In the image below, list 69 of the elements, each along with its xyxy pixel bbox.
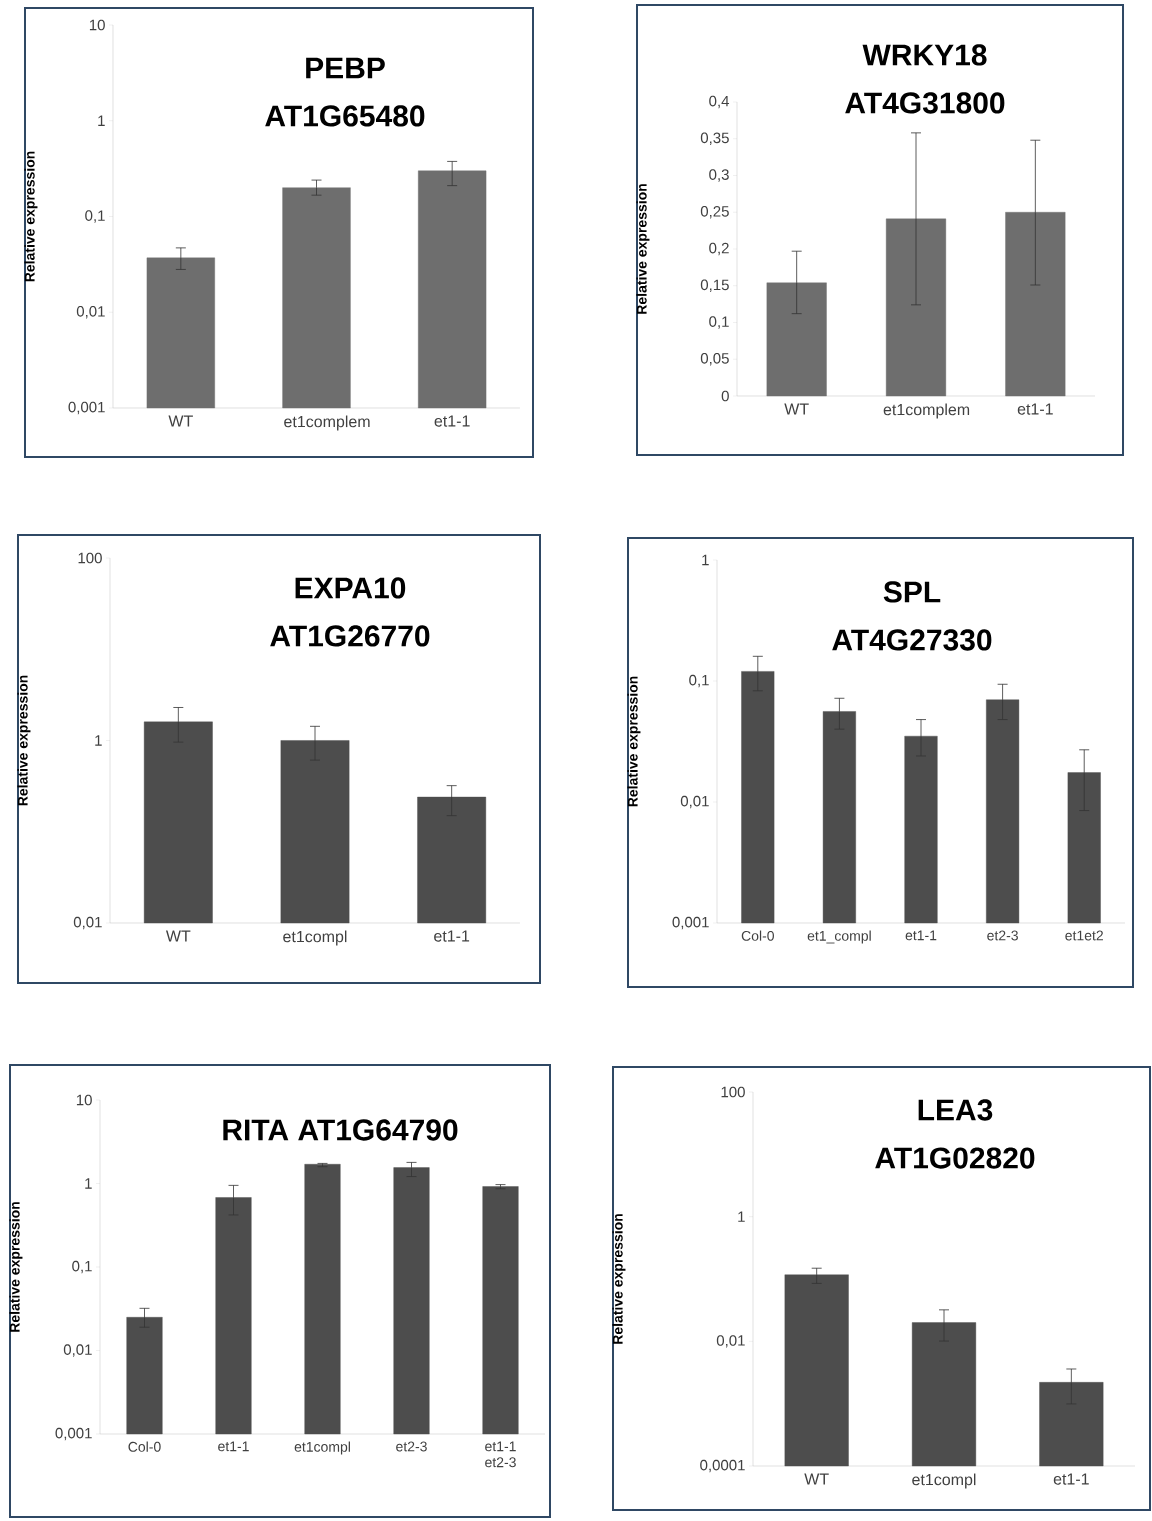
y-tick-label: 10 [89,19,105,31]
y-tick-label: 0,4 [709,95,730,109]
y-axis-title: Relative expression [612,1214,626,1344]
chart-subtitle: AT4G31800 [845,92,1005,114]
x-tick-label: et1-1 [434,415,470,427]
x-tick-label: et1_compl [807,930,871,944]
x-tick-label: et2-3 [396,1441,427,1452]
x-tick-label: WT [168,415,193,427]
y-tick-label: 100 [78,552,102,564]
y-tick-label: 1 [702,554,709,566]
x-tick-label: et1-1 [1053,1473,1089,1485]
text: SPL [883,581,941,603]
text: PEBP [306,57,385,79]
y-axis-title: Relative expression [627,676,641,807]
y-tick-label: 0 [721,390,729,402]
y-tick-label: 1 [95,735,102,746]
y-tick-label: 0,1 [709,316,729,329]
text: AT4G27330 [832,629,992,651]
y-tick-label: 0,15 [700,279,729,292]
y-tick-label: 0,001 [672,916,709,930]
y-tick-label: 0,2 [709,242,729,256]
y-tick-label: 0,3 [709,169,729,182]
y-axis-title: Relative expression [9,1202,23,1332]
x-tick-label: et2-3 [987,930,1018,941]
x-tick-label: et1complem [284,415,370,431]
x-tick-label: et1compl [294,1441,350,1455]
y-tick-label: 100 [721,1086,745,1098]
y-tick-label: 0,01 [680,795,709,809]
y-tick-label: 0,25 [700,206,729,219]
text: AT1G02820 [875,1147,1035,1169]
x-tick-label: et1et2 [1065,930,1103,941]
y-tick-label: 1 [85,1178,92,1189]
y-tick-label: 0,35 [700,132,729,145]
y-tick-label: 0,001 [55,1427,92,1441]
y-axis-title: Relative expression [17,675,31,806]
y-axis-title: Relative expression [636,184,650,314]
y-tick-label: 10 [76,1094,92,1106]
y-tick-label: 0,01 [63,1344,92,1357]
y-tick-label: 1 [738,1211,745,1222]
x-tick-label: et1-1 [218,1441,249,1452]
y-tick-label: 0,01 [73,916,102,930]
chart-title: WRKY18 [862,44,987,66]
y-tick-label: 0,1 [85,210,105,223]
chart-title: LEA3 [918,1099,993,1121]
y-tick-label: 0,1 [689,674,709,688]
x-tick-label: et1-1 [434,930,470,942]
x-tick-label: Col-0 [741,930,774,941]
x-tick-label: et1compl [912,1473,976,1489]
chart-title: RITA AT1G64790 [223,1119,458,1141]
y-tick-label: 0,001 [68,401,105,415]
x-tick-label: Col-0 [128,1441,161,1452]
x-tick-label: et1compl [283,930,347,946]
y-tick-label: 0,01 [76,306,105,319]
text: AT1G26770 [270,625,430,647]
x-tick-label: et1complem [883,403,970,419]
x-tick-label: et1-1 et2-3 [485,1441,516,1468]
x-tick-label: WT [784,403,809,415]
y-tick-label: 0,01 [716,1335,745,1348]
text: EXPA10 [295,577,406,599]
x-tick-label: WT [804,1473,829,1485]
x-tick-label: et1-1 [905,930,937,941]
y-tick-label: 0,0001 [700,1459,745,1473]
y-axis-title: Relative expression [24,151,38,282]
y-tick-label: 0,05 [700,353,729,366]
y-tick-label: 0,1 [72,1260,92,1274]
x-tick-label: et1-1 [1017,403,1053,415]
y-tick-label: 1 [98,115,105,126]
x-tick-label: WT [165,930,191,942]
text: AT1G65480 [265,105,425,127]
